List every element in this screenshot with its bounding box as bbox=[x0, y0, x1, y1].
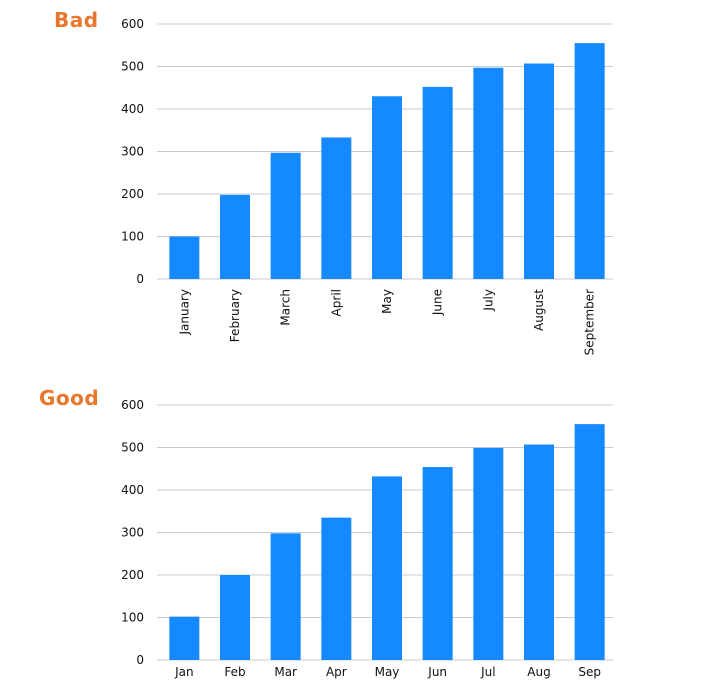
bad-y-tick-label: 300 bbox=[121, 145, 144, 159]
good-y-tick-label: 600 bbox=[121, 398, 144, 412]
good-bar bbox=[524, 444, 554, 660]
good-y-tick-label: 300 bbox=[121, 526, 144, 540]
bad-bar-chart: 0 100 200 300 400 500 600 January February March A… bbox=[121, 17, 613, 355]
bad-label: Bad bbox=[54, 8, 99, 32]
good-bar bbox=[422, 467, 453, 660]
bad-x-tick-label: January bbox=[177, 289, 191, 336]
good-bar bbox=[270, 533, 301, 660]
bad-bar bbox=[321, 137, 352, 279]
bad-bar bbox=[574, 43, 605, 279]
bad-y-tick-label: 400 bbox=[121, 102, 144, 116]
bad-x-tick-label: April bbox=[329, 289, 343, 316]
good-bar bbox=[321, 517, 352, 660]
bad-x-tick-label: June bbox=[431, 289, 445, 316]
good-x-tick-label: Feb bbox=[224, 665, 245, 679]
good-x-tick-label: May bbox=[375, 665, 400, 679]
good-bar bbox=[574, 424, 605, 660]
bad-y-tick-label: 600 bbox=[121, 17, 144, 31]
good-x-tick-label: Mar bbox=[274, 665, 297, 679]
bad-x-tick-label: March bbox=[279, 289, 293, 326]
good-bar bbox=[220, 575, 250, 660]
bad-x-tick-label: May bbox=[380, 289, 394, 314]
good-bar bbox=[169, 616, 200, 660]
good-y-tick-label: 100 bbox=[121, 611, 144, 625]
bad-x-tick-label: July bbox=[481, 289, 495, 312]
good-bar bbox=[473, 447, 504, 660]
bad-y-tick-label: 200 bbox=[121, 187, 144, 201]
bad-y-tick-label: 500 bbox=[121, 60, 144, 74]
good-y-tick-label: 0 bbox=[136, 653, 144, 667]
good-x-tick-label: Jul bbox=[480, 665, 495, 679]
bad-y-tick-label: 0 bbox=[136, 272, 144, 286]
bad-y-tick-label: 100 bbox=[121, 230, 144, 244]
bad-bar bbox=[422, 86, 453, 280]
bad-x-tick-label: August bbox=[532, 289, 546, 331]
bad-bar bbox=[473, 67, 504, 280]
bad-x-tick-label: February bbox=[228, 289, 242, 342]
good-y-tick-label: 400 bbox=[121, 483, 144, 497]
good-x-tick-label: Sep bbox=[578, 665, 601, 679]
bad-x-tick-label: September bbox=[583, 289, 597, 355]
good-x-tick-label: Apr bbox=[326, 665, 347, 679]
bad-bar bbox=[220, 194, 250, 279]
bad-bar bbox=[169, 236, 200, 279]
bad-bar bbox=[372, 96, 402, 279]
good-y-tick-label: 200 bbox=[121, 568, 144, 582]
good-y-tick-label: 500 bbox=[121, 441, 144, 455]
good-x-tick-label: Jan bbox=[174, 665, 194, 679]
bad-bar bbox=[270, 152, 301, 279]
bad-bar bbox=[524, 63, 554, 280]
good-bar bbox=[372, 476, 402, 660]
good-label: Good bbox=[39, 386, 100, 410]
good-x-tick-label: Jun bbox=[427, 665, 447, 679]
good-x-tick-label: Aug bbox=[527, 665, 550, 679]
